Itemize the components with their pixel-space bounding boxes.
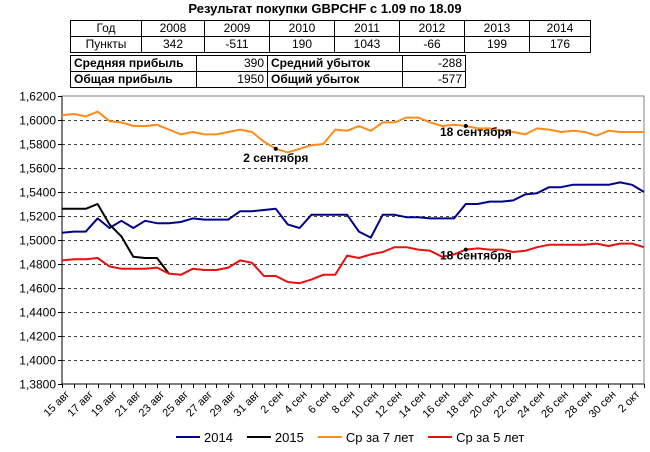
year-cell: 2014 <box>529 20 591 37</box>
x-tick-label: 31 авг <box>232 389 263 420</box>
legend-label-0: 2014 <box>204 430 233 445</box>
y-tick-label: 1,5600 <box>19 162 56 176</box>
years-row: Год 2008 2009 2010 2011 2012 2013 2014 <box>70 20 591 37</box>
series-line-2 <box>61 110 644 154</box>
y-tick-label: 1,5400 <box>19 186 56 200</box>
total-loss-label: Общий убыток <box>267 71 403 88</box>
x-tick-label: 19 авг <box>89 389 120 420</box>
series-line-3 <box>61 242 645 285</box>
x-tick-label: 17 авг <box>65 389 96 420</box>
x-tick-label: 27 авг <box>184 389 215 420</box>
x-tick-label: 6 сен <box>306 389 333 416</box>
y-tick-label: 1,4400 <box>19 306 56 320</box>
series-line-0 <box>61 181 645 239</box>
x-tick-label: 2 окт <box>616 389 642 415</box>
legend-label-2: Ср за 7 лет <box>346 430 414 445</box>
points-row: Пункты 342 -511 190 1043 -66 199 176 <box>70 36 591 53</box>
points-cell: 190 <box>269 36 335 53</box>
summary-row-average: Средняя прибыль 390 Средний убыток -288 <box>70 55 466 72</box>
y-tick-label: 1,3800 <box>19 378 56 392</box>
points-cell: 1043 <box>334 36 400 53</box>
legend-label-1: 2015 <box>275 430 304 445</box>
avg-loss-value: -288 <box>402 55 466 72</box>
x-tick-label: 4 сен <box>282 389 309 416</box>
annotation-marker <box>463 247 468 252</box>
y-tick-label: 1,6000 <box>19 114 56 128</box>
y-tick-label: 1,4000 <box>19 354 56 368</box>
y-tick-label: 1,5200 <box>19 210 56 224</box>
points-cell: 342 <box>141 36 205 53</box>
total-profit-label: Общая прибыль <box>70 71 197 88</box>
annotation-marker <box>273 146 278 151</box>
annotation-marker <box>463 124 468 128</box>
x-tick-label: 2 сен <box>259 389 286 416</box>
year-cell: 2008 <box>141 20 205 37</box>
x-tick-label: 25 авг <box>160 389 191 420</box>
points-header: Пункты <box>70 36 142 53</box>
chart-title: Результат покупки GBPCHF с 1.09 по 18.09 <box>188 1 462 16</box>
x-tick-label: 30 сен <box>587 389 619 421</box>
y-tick-label: 1,5800 <box>19 138 56 152</box>
total-profit-value: 1950 <box>196 71 268 88</box>
year-cell: 2012 <box>399 20 465 37</box>
x-tick-label: 29 авг <box>208 389 239 420</box>
x-tick-label: 21 авг <box>113 389 144 420</box>
y-tick-label: 1,4600 <box>19 282 56 296</box>
plot-area <box>61 95 645 385</box>
y-tick-label: 1,6200 <box>19 90 56 104</box>
points-cell: -511 <box>204 36 270 53</box>
series-line-1 <box>62 203 170 275</box>
points-cell: 176 <box>529 36 591 53</box>
annotation-label: 18 сентября <box>440 125 512 139</box>
y-tick-label: 1,4200 <box>19 330 56 344</box>
x-tick-label: 23 авг <box>137 389 168 420</box>
legend-label-3: Ср за 5 лет <box>456 430 524 445</box>
years-table: Год 2008 2009 2010 2011 2012 2013 2014 П… <box>70 20 591 53</box>
points-cell: -66 <box>399 36 465 53</box>
total-loss-value: -577 <box>402 71 466 88</box>
annotation-label: 18 сентября <box>440 249 512 263</box>
y-tick-label: 1,4800 <box>19 258 56 272</box>
x-tick-label: 15 авг <box>42 389 73 420</box>
points-cell: 199 <box>464 36 530 53</box>
annotation-label: 2 сентября <box>243 151 308 165</box>
summary-table: Средняя прибыль 390 Средний убыток -288 … <box>70 55 466 88</box>
y-tick-label: 1,5000 <box>19 234 56 248</box>
summary-row-total: Общая прибыль 1950 Общий убыток -577 <box>70 71 466 88</box>
